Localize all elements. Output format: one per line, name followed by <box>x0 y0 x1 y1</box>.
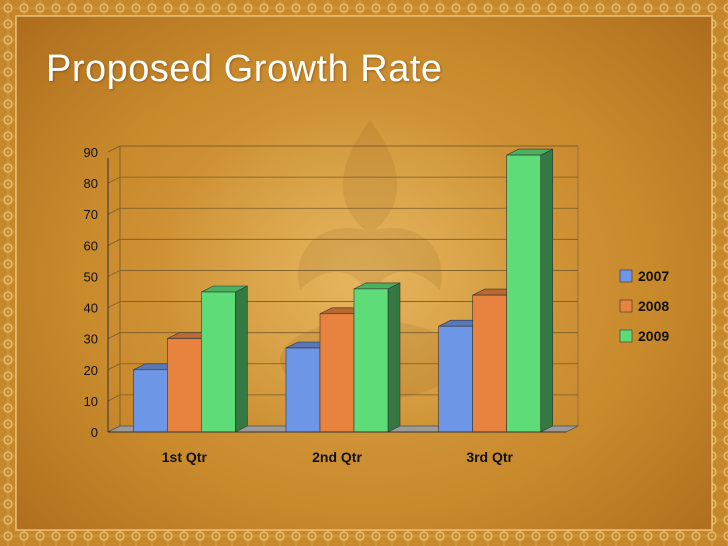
slide-title: Proposed Growth Rate <box>46 48 443 90</box>
bar-2009-0 <box>201 291 236 433</box>
y-tick-label: 40 <box>84 301 98 316</box>
bar-2008-2 <box>472 294 507 433</box>
bar-2009-1 <box>353 288 389 433</box>
bar-2007-1 <box>285 347 321 433</box>
legend-label-2007: 2007 <box>638 268 669 284</box>
gridline-side <box>107 270 121 277</box>
bar-2008-1 <box>319 313 355 433</box>
gridline-side <box>107 332 121 340</box>
gridline-side <box>107 301 121 308</box>
gridline-side <box>107 363 121 371</box>
bar-2009-2 <box>506 154 541 433</box>
x-category-label: 3rd Qtr <box>466 449 513 465</box>
y-tick-label: 50 <box>84 269 98 284</box>
x-category-label: 1st Qtr <box>162 449 208 465</box>
bar-side-2009-2 <box>540 148 553 433</box>
bar-2007-2 <box>438 325 473 433</box>
legend-swatch-2008 <box>619 299 633 313</box>
legend-label-2008: 2008 <box>638 298 669 314</box>
x-category-label: 2nd Qtr <box>312 449 362 465</box>
y-tick-label: 20 <box>84 363 98 378</box>
bar-side-2009-0 <box>235 285 248 433</box>
y-tick-label: 80 <box>84 176 98 191</box>
legend-swatch-2007 <box>619 269 633 283</box>
bar-2007-0 <box>133 369 168 433</box>
gridline-side <box>107 238 121 246</box>
bar-side-2009-1 <box>387 282 401 433</box>
legend-swatch-2009 <box>619 329 633 343</box>
y-tick-label: 0 <box>91 425 98 440</box>
legend: 2007 2008 2009 <box>619 268 669 344</box>
y-tick-label: 70 <box>84 207 98 222</box>
bar-2008-0 <box>167 338 202 433</box>
gridline-side <box>107 394 121 402</box>
axis-layer: 0 10 20 30 40 50 60 70 80 90 1st Qtr 2nd Qtr 3rd Qtr <box>84 145 566 465</box>
y-tick-label: 10 <box>84 394 98 409</box>
gridline-side <box>107 145 121 153</box>
legend-label-2009: 2009 <box>638 328 669 344</box>
y-tick-label: 60 <box>84 238 98 253</box>
gridline-side <box>107 176 121 184</box>
y-tick-label: 90 <box>84 145 98 160</box>
y-tick-label: 30 <box>84 332 98 347</box>
gridline-side <box>107 207 121 215</box>
bars-layer <box>133 148 553 433</box>
